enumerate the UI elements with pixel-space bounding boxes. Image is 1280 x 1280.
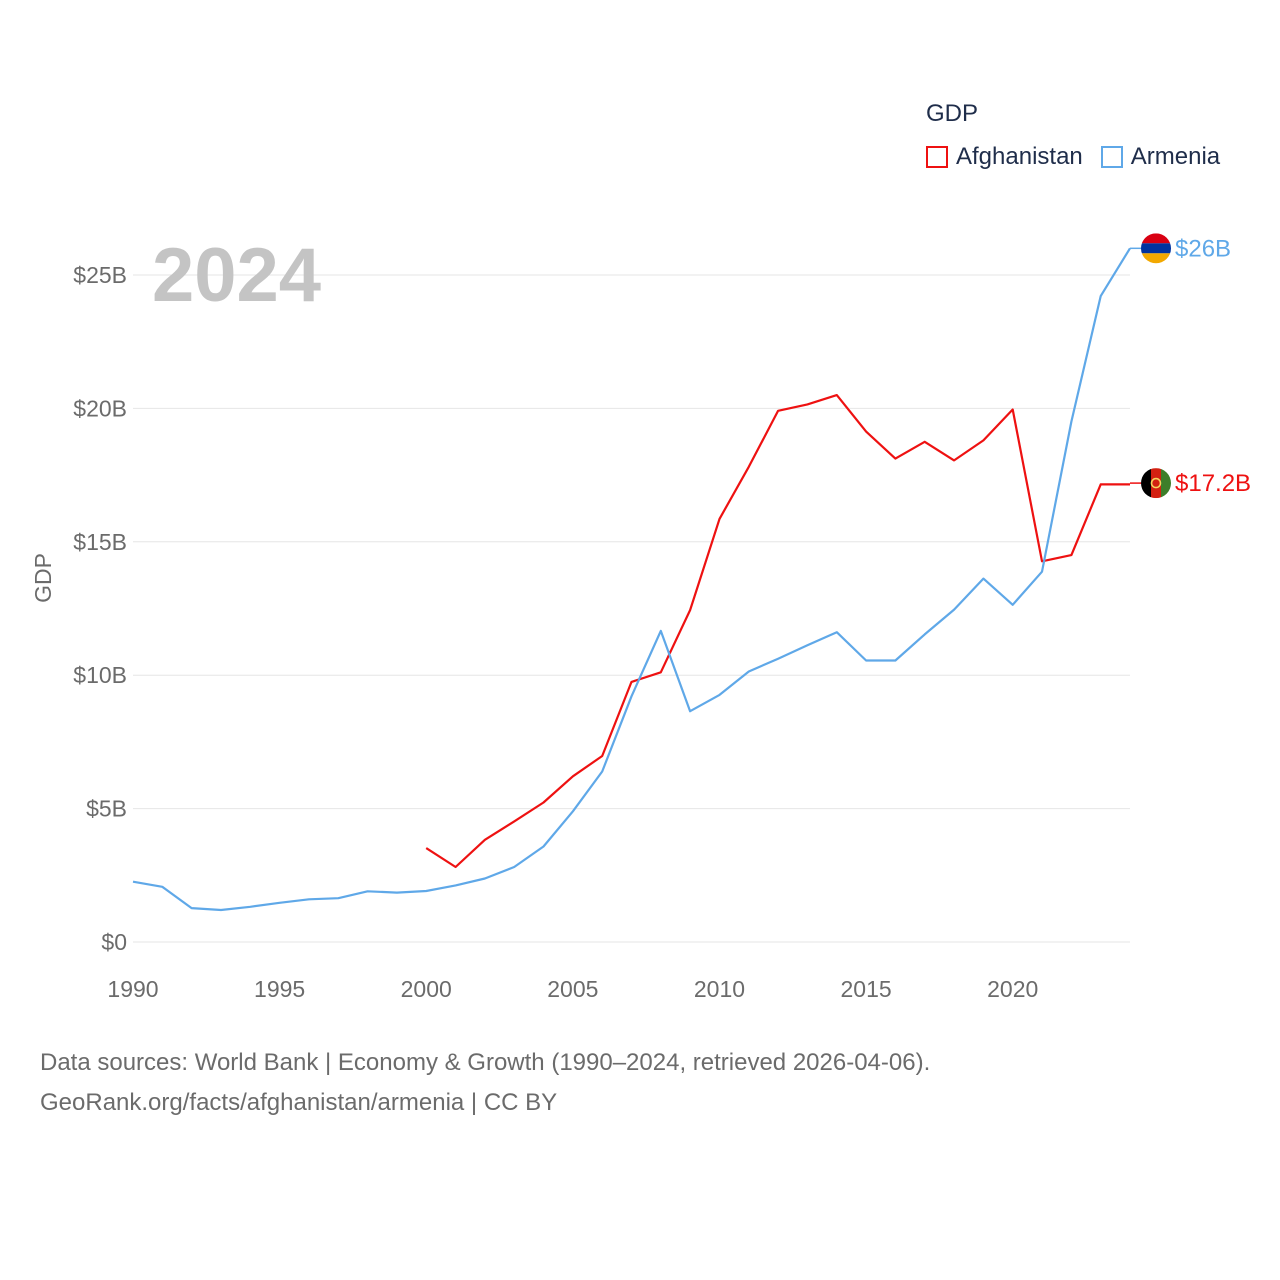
y-tick-label: $15B	[73, 529, 127, 555]
y-tick-label: $5B	[86, 796, 127, 822]
y-tick-label: $0	[101, 929, 127, 955]
x-tick-label: 2005	[547, 976, 598, 1002]
year-label: 2024	[152, 233, 321, 318]
footer-sources: Data sources: World Bank | Economy & Gro…	[40, 1049, 931, 1076]
legend-item-afghanistan[interactable]: Afghanistan	[926, 143, 1083, 171]
legend-label-armenia: Armenia	[1130, 143, 1221, 170]
x-tick-label: 1990	[107, 976, 158, 1002]
series-line-armenia	[132, 247, 1131, 912]
x-tick-label: 2000	[401, 976, 452, 1002]
legend: Afghanistan Armenia	[926, 143, 1238, 171]
legend-title: GDP	[926, 100, 979, 127]
footer: Data sources: World Bank | Economy & Gro…	[40, 1043, 930, 1123]
afghanistan-flag-icon	[1141, 468, 1171, 499]
end-value-label-armenia: $26B	[1175, 235, 1231, 262]
y-tick-label: $25B	[73, 262, 127, 288]
y-tick-label: $20B	[73, 395, 127, 421]
footer-link: GeoRank.org/facts/afghanistan/armenia | …	[40, 1089, 558, 1116]
x-tick-label: 2020	[987, 976, 1038, 1002]
series-lines	[132, 247, 1131, 912]
legend-item-armenia[interactable]: Armenia	[1100, 143, 1221, 171]
legend-label-afghanistan: Afghanistan	[956, 143, 1083, 170]
legend-swatch-armenia	[1100, 146, 1123, 168]
legend-swatch-afghanistan	[926, 146, 948, 168]
y-axis-label: GDP	[30, 553, 56, 603]
grid-lines	[133, 274, 1130, 943]
series-line-afghanistan	[425, 394, 1130, 869]
series-end-markers: $17.2B $26B	[1130, 233, 1251, 499]
x-tick-label: 2010	[694, 976, 745, 1002]
armenia-flag-icon	[1141, 233, 1171, 264]
y-tick-label: $10B	[73, 662, 127, 688]
y-axis-ticks: $0 $5B $10B $15B $20B $25B	[73, 262, 127, 955]
end-value-label-afghanistan: $17.2B	[1175, 470, 1251, 497]
x-axis-ticks: 1990 1995 2000 2005 2010 2015 2020	[107, 976, 1038, 1002]
x-tick-label: 1995	[254, 976, 305, 1002]
x-tick-label: 2015	[841, 976, 892, 1002]
